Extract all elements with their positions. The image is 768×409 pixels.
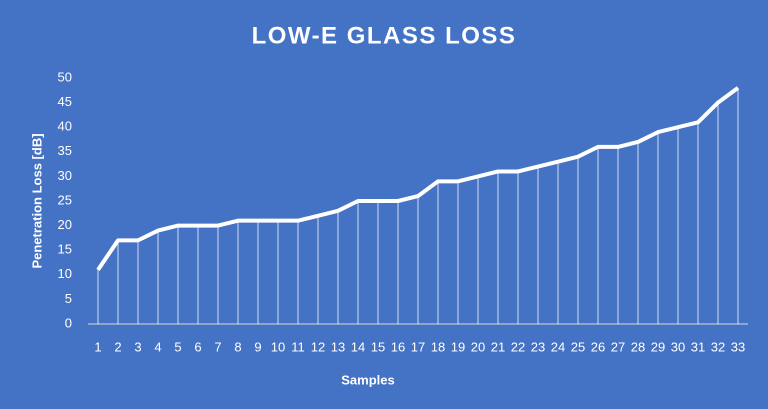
x-tick-label: 14	[351, 339, 365, 354]
x-tick-label: 27	[611, 339, 625, 354]
x-tick-label: 24	[551, 339, 565, 354]
x-tick-label: 9	[254, 339, 261, 354]
y-tick-label: 0	[65, 315, 72, 330]
x-tick-label: 29	[651, 339, 665, 354]
x-tick-label: 26	[591, 339, 605, 354]
y-tick-label: 25	[58, 192, 72, 207]
x-tick-label: 32	[711, 339, 725, 354]
x-tick-label: 19	[451, 339, 465, 354]
y-tick-label: 45	[58, 94, 72, 109]
x-tick-label: 1	[94, 339, 101, 354]
x-tick-label: 2	[114, 339, 121, 354]
x-tick-label: 8	[234, 339, 241, 354]
y-tick-label: 5	[65, 291, 72, 306]
x-tick-label: 11	[291, 339, 305, 354]
y-tick-label: 40	[58, 119, 72, 134]
x-tick-label: 12	[311, 339, 325, 354]
x-tick-label: 3	[134, 339, 141, 354]
x-axis-title: Samples	[341, 372, 394, 387]
x-tick-label: 5	[174, 339, 181, 354]
x-tick-label: 25	[571, 339, 585, 354]
y-tick-label: 15	[58, 242, 72, 257]
x-tick-label: 15	[371, 339, 385, 354]
x-tick-label: 17	[411, 339, 425, 354]
y-tick-label: 10	[58, 266, 72, 281]
x-tick-label: 28	[631, 339, 645, 354]
x-tick-label: 21	[491, 339, 505, 354]
x-tick-label: 4	[154, 339, 161, 354]
x-tick-label: 13	[331, 339, 345, 354]
y-tick-label: 50	[58, 69, 72, 84]
x-tick-label: 18	[431, 339, 445, 354]
x-tick-label: 33	[731, 339, 745, 354]
y-tick-label: 30	[58, 168, 72, 183]
chart-title: LOW-E GLASS LOSS	[252, 22, 517, 49]
x-tick-label: 20	[471, 339, 485, 354]
x-tick-label: 23	[531, 339, 545, 354]
x-tick-label: 30	[671, 339, 685, 354]
x-tick-label: 7	[214, 339, 221, 354]
y-axis-title: Penetration Loss [dB]	[29, 133, 44, 268]
x-tick-label: 31	[691, 339, 705, 354]
y-tick-label: 35	[58, 143, 72, 158]
x-tick-label: 6	[194, 339, 201, 354]
x-tick-label: 22	[511, 339, 525, 354]
data-line	[96, 86, 740, 272]
y-tick-label: 20	[58, 217, 72, 232]
x-tick-label: 16	[391, 339, 405, 354]
x-tick-label: 10	[271, 339, 285, 354]
